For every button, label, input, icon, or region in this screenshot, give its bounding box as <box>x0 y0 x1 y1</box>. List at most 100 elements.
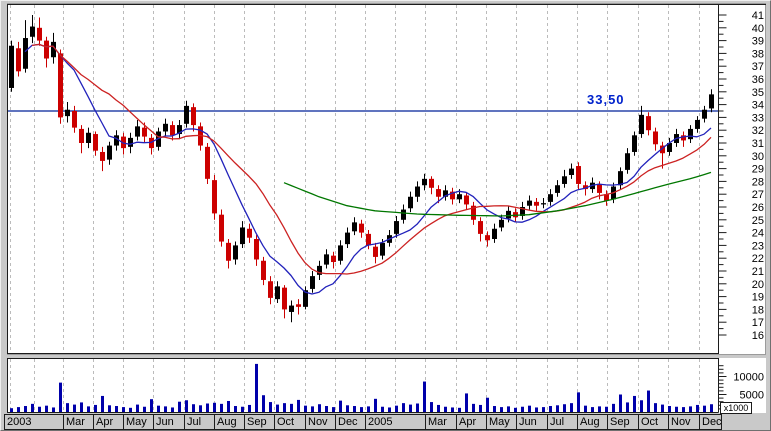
price-tick-label: 30 <box>752 151 764 163</box>
price-tick-label: 20 <box>752 279 764 291</box>
volume-bar <box>143 406 146 413</box>
volume-bar <box>605 406 608 413</box>
price-tick-label: 24 <box>752 228 764 240</box>
price-tick-label: 32 <box>752 125 764 137</box>
volume-bar <box>647 390 650 413</box>
volume-bar <box>52 407 55 413</box>
price-tick-label: 37 <box>752 61 764 73</box>
candle-body <box>541 203 546 205</box>
volume-bar <box>269 402 272 413</box>
candle-body <box>303 290 308 307</box>
volume-bar <box>192 404 195 413</box>
volume-bar <box>486 397 489 413</box>
ma-long-line <box>283 171 712 217</box>
candle-body <box>135 126 140 137</box>
candle-body <box>639 114 644 135</box>
price-tick-label: 39 <box>752 36 764 48</box>
volume-tick-label: 10000 <box>733 372 764 384</box>
volume-bar <box>360 407 363 413</box>
volume-bar <box>633 395 636 413</box>
candle-body <box>471 205 476 220</box>
price-tick-label: 28 <box>752 176 764 188</box>
ma-medium-line <box>31 43 712 275</box>
candle-body <box>394 221 399 234</box>
candle-body <box>422 178 427 186</box>
price-panel[interactable]: 1617181920212223242526272829303132333435… <box>7 3 766 355</box>
candle-body <box>695 119 700 129</box>
candle-body <box>576 166 581 184</box>
candle-body <box>562 176 567 184</box>
volume-bar <box>73 404 76 413</box>
volume-bar <box>297 399 300 413</box>
volume-panel[interactable]: 5000 10000 <box>7 358 766 413</box>
candle-body <box>51 41 56 58</box>
volume-bar <box>367 406 370 413</box>
volume-bar <box>563 404 566 413</box>
candle-body <box>72 111 77 128</box>
volume-bar <box>38 406 41 413</box>
candle-body <box>184 105 189 124</box>
volume-bar <box>101 395 104 413</box>
volume-bar <box>465 393 468 413</box>
volume-bar <box>409 404 412 413</box>
price-tick-label: 34 <box>752 100 764 112</box>
candle-body <box>16 48 21 72</box>
volume-bar <box>10 408 13 413</box>
candle-body <box>191 107 196 126</box>
candle-body <box>345 232 350 245</box>
volume-bar <box>262 395 265 413</box>
volume-bar <box>178 401 181 413</box>
volume-bar <box>157 405 160 413</box>
year-label-cell: 2005 <box>365 414 426 430</box>
month-label-cell: Nov <box>668 414 700 430</box>
month-label-cell: Mar <box>425 414 457 430</box>
volume-bar <box>612 403 615 413</box>
candle-body <box>443 190 448 197</box>
candle-body <box>261 260 266 280</box>
volume-bar <box>199 405 202 413</box>
candle-body <box>548 194 553 202</box>
volume-bar <box>451 407 454 413</box>
candle-body <box>240 227 245 245</box>
candle-body <box>121 136 126 149</box>
volume-bar <box>66 403 69 413</box>
volume-bar <box>276 404 279 413</box>
candle-body <box>415 186 420 197</box>
candle-body <box>597 183 602 193</box>
month-label-cell: Jul <box>547 414 578 430</box>
candle-body <box>436 189 441 197</box>
volume-bar <box>682 407 685 413</box>
month-label-cell: Apr <box>456 414 487 430</box>
volume-bar <box>423 381 426 413</box>
candle-body <box>219 214 224 242</box>
candle-body <box>555 185 560 193</box>
price-tick-label: 29 <box>752 164 764 176</box>
candle-body <box>177 125 182 135</box>
volume-bar <box>24 406 27 413</box>
volume-bar <box>150 399 153 413</box>
volume-bar <box>514 407 517 413</box>
candle-body <box>142 127 147 137</box>
price-tick-label: 36 <box>752 74 764 86</box>
candle-body <box>310 276 315 289</box>
volume-bar <box>444 406 447 413</box>
volume-bar <box>171 407 174 413</box>
candle-body <box>65 109 70 117</box>
volume-bar <box>395 405 398 413</box>
candle-body <box>23 38 28 69</box>
volume-bar <box>304 405 307 413</box>
candle-body <box>254 239 259 260</box>
price-tick-label: 31 <box>752 138 764 150</box>
volume-bar <box>703 405 706 413</box>
volume-bar <box>318 404 321 413</box>
candle-body <box>632 135 637 152</box>
month-label-cell: Jul <box>184 414 215 430</box>
volume-bar <box>381 406 384 413</box>
candle-body <box>527 200 532 206</box>
volume-bar <box>136 404 139 413</box>
volume-bar <box>17 407 20 413</box>
candle-body <box>492 228 497 239</box>
candle-body <box>100 151 105 161</box>
candle-body <box>401 209 406 220</box>
